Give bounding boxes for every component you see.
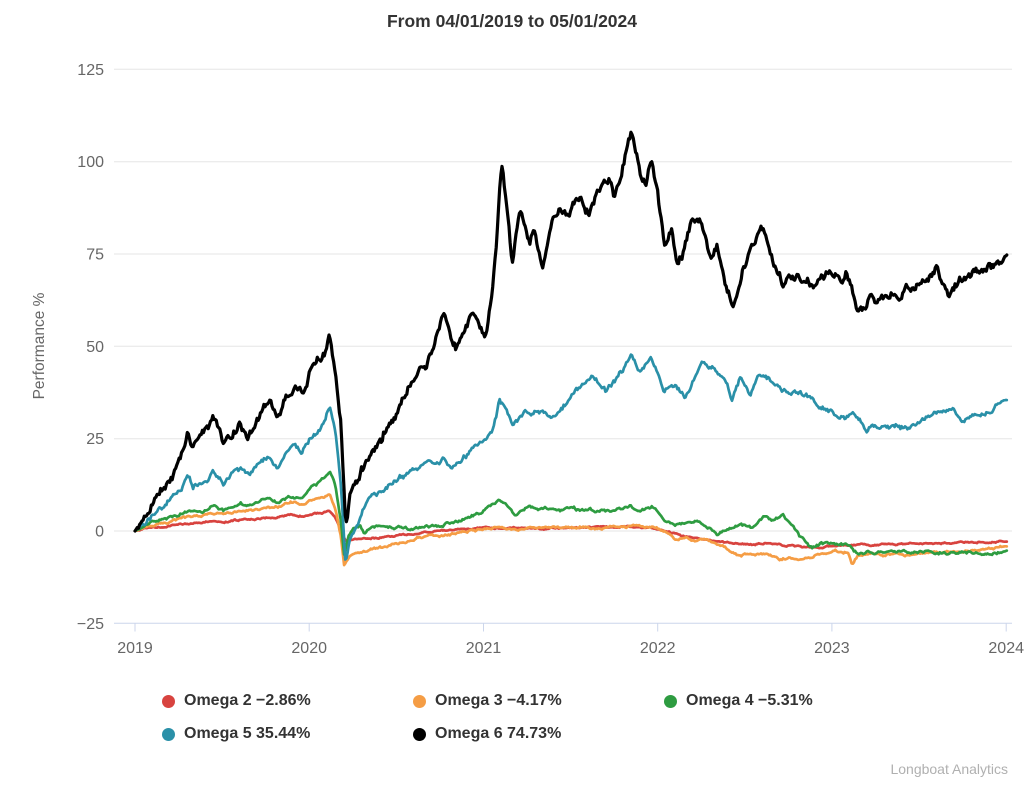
x-label-2022: 2022 [640,640,676,657]
y-label-100: 100 [77,154,104,171]
y-axis-labels: 125 100 75 50 25 0 −25 [77,62,104,633]
x-label-2021: 2021 [466,640,502,657]
legend-label-omega-2: Omega 2 −2.86% [184,692,311,709]
y-label-25: 25 [86,431,104,448]
legend-item-omega-5[interactable]: Omega 5 35.44% [162,724,413,744]
y-label-neg25: −25 [77,616,104,633]
x-axis-ticks [134,623,1007,632]
y-label-0: 0 [95,524,104,541]
legend-marker-omega-3-icon [413,694,426,708]
series-line-omega-2 [133,509,1009,550]
legend-label-omega-3: Omega 3 −4.17% [435,692,562,709]
y-label-125: 125 [77,62,104,79]
legend-item-omega-3[interactable]: Omega 3 −4.17% [413,691,664,711]
legend-item-omega-4[interactable]: Omega 4 −5.31% [664,691,915,711]
x-label-2020: 2020 [291,640,327,657]
series-line-omega-3 [133,493,1009,567]
y-label-75: 75 [86,247,104,264]
x-label-2023: 2023 [814,640,850,657]
legend-label-omega-6: Omega 6 74.73% [435,725,562,742]
legend-label-omega-4: Omega 4 −5.31% [686,692,813,709]
gridlines [114,68,1012,624]
series-line-omega-4 [133,470,1009,557]
x-label-2024: 2024 [988,640,1024,657]
y-label-50: 50 [86,339,104,356]
x-axis-labels: 2019 2020 2021 2022 2023 2024 [117,640,1024,657]
x-label-2019: 2019 [117,640,153,657]
legend-marker-omega-4-icon [664,694,677,708]
legend-item-omega-6[interactable]: Omega 6 74.73% [413,724,664,744]
y-axis-title: Performance % [31,292,48,399]
series-line-omega-5 [133,353,1009,561]
series-lines [133,130,1009,567]
legend-item-omega-2[interactable]: Omega 2 −2.86% [162,691,413,711]
chart-title: From 04/01/2019 to 05/01/2024 [386,11,638,31]
series-line-omega-6 [133,130,1009,533]
legend-marker-omega-2-icon [162,694,175,708]
legend-marker-omega-6-icon [413,727,426,741]
credits-link[interactable]: Longboat Analytics [890,761,1008,777]
legend-label-omega-5: Omega 5 35.44% [184,725,311,742]
legend: Omega 2 −2.86% Omega 3 −4.17% Omega 4 −5… [162,691,915,744]
legend-marker-omega-5-icon [162,727,175,741]
